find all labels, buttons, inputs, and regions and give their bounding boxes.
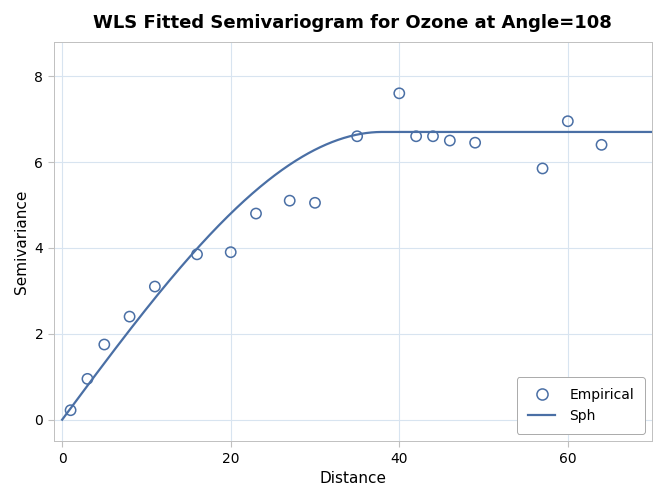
Sph <box>163 281 170 287</box>
Y-axis label: Semivariance: Semivariance <box>14 190 29 294</box>
Sph <box>407 129 415 135</box>
Line: Sph: Sph <box>62 132 652 420</box>
Empirical <box>394 90 405 98</box>
Sph <box>503 129 511 135</box>
Empirical <box>470 138 480 146</box>
X-axis label: Distance: Distance <box>320 471 386 486</box>
Empirical <box>310 199 320 207</box>
Empirical <box>444 136 455 144</box>
Empirical <box>537 164 548 172</box>
Empirical <box>225 248 236 256</box>
Empirical <box>192 250 202 258</box>
Empirical <box>250 210 261 218</box>
Empirical <box>284 196 295 204</box>
Empirical <box>563 117 573 125</box>
Empirical <box>125 312 135 320</box>
Sph <box>210 228 218 234</box>
Empirical <box>65 406 76 414</box>
Empirical <box>596 141 607 149</box>
Empirical <box>428 132 438 140</box>
Empirical <box>99 340 110 348</box>
Sph <box>379 129 387 135</box>
Empirical <box>150 282 161 290</box>
Sph <box>58 416 66 422</box>
Empirical <box>82 375 93 383</box>
Title: WLS Fitted Semivariogram for Ozone at Angle=108: WLS Fitted Semivariogram for Ozone at An… <box>93 14 612 32</box>
Legend: Empirical, Sph: Empirical, Sph <box>517 377 645 434</box>
Empirical <box>352 132 362 140</box>
Sph <box>325 140 333 146</box>
Sph <box>453 129 461 135</box>
Sph <box>648 129 656 135</box>
Empirical <box>411 132 422 140</box>
